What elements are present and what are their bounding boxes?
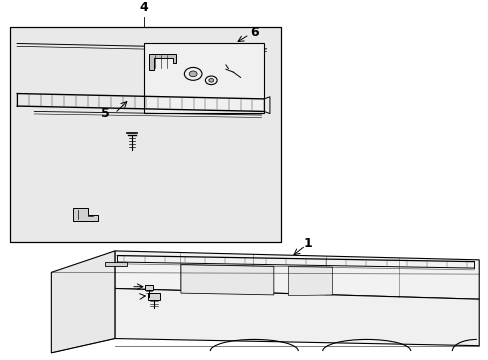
Text: 3: 3 <box>115 279 124 292</box>
Text: 5: 5 <box>101 107 109 120</box>
Circle shape <box>208 78 213 82</box>
Polygon shape <box>105 262 127 266</box>
Polygon shape <box>149 54 176 70</box>
Polygon shape <box>181 265 273 295</box>
Polygon shape <box>115 288 478 346</box>
Text: 6: 6 <box>249 26 258 39</box>
Circle shape <box>189 71 197 77</box>
Bar <box>148 293 160 300</box>
Bar <box>145 284 153 289</box>
Bar <box>10 27 281 242</box>
Polygon shape <box>73 208 98 221</box>
Text: 4: 4 <box>140 1 148 14</box>
Text: 1: 1 <box>303 237 312 250</box>
Bar <box>144 44 264 113</box>
Polygon shape <box>288 266 332 296</box>
Text: 2: 2 <box>125 289 134 302</box>
Polygon shape <box>51 251 115 353</box>
Polygon shape <box>115 251 478 299</box>
